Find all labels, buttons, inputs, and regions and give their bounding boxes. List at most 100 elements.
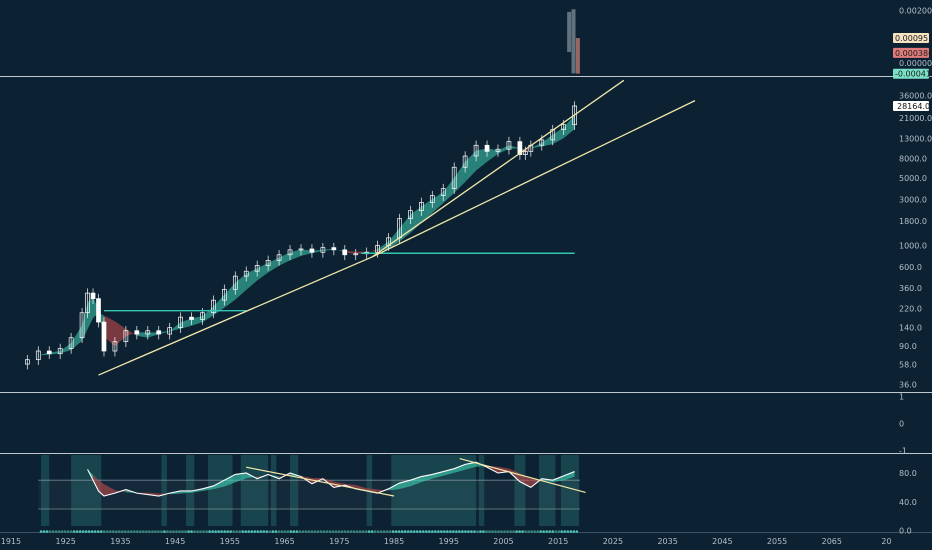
price-candle-body bbox=[440, 188, 446, 196]
signal-dot bbox=[181, 530, 184, 533]
signal-dot bbox=[283, 530, 287, 533]
price-band-segment bbox=[49, 351, 61, 355]
price-tick-label: 58.0 bbox=[899, 360, 917, 369]
price-band-segment bbox=[279, 252, 291, 266]
price-band-segment bbox=[191, 316, 203, 326]
price-trend-line[interactable] bbox=[371, 79, 625, 258]
price-band-segment bbox=[114, 321, 126, 347]
price-candle-body bbox=[123, 330, 129, 343]
x-axis-tick-label: 1945 bbox=[165, 537, 185, 546]
signal-dot bbox=[178, 530, 181, 533]
rsi-fill-segment bbox=[180, 490, 192, 494]
rsi-level-band bbox=[38, 480, 581, 509]
signal-dot bbox=[494, 530, 497, 533]
signal-dot bbox=[313, 530, 317, 533]
price-candle-body bbox=[287, 249, 293, 256]
signal-dot bbox=[196, 530, 199, 533]
signal-dot bbox=[337, 530, 341, 533]
price-trend-line[interactable] bbox=[98, 256, 373, 376]
price-candle-body bbox=[309, 248, 315, 253]
signal-dot bbox=[307, 530, 311, 533]
x-axis-tick-label: 1985 bbox=[384, 537, 404, 546]
signal-dot bbox=[506, 530, 509, 533]
signal-dot bbox=[223, 530, 226, 533]
price-tick-label: 90.0 bbox=[899, 342, 917, 351]
price-band-segment bbox=[497, 145, 509, 154]
price-band-segment bbox=[432, 192, 444, 214]
price-candle-body bbox=[506, 141, 512, 150]
rsi-fill-segment bbox=[257, 474, 269, 479]
rsi-fill-segment bbox=[410, 476, 422, 487]
signal-dot bbox=[503, 530, 506, 533]
signal-dot bbox=[154, 530, 157, 533]
rsi-highlight-zone bbox=[240, 455, 269, 526]
price-band-segment bbox=[454, 161, 466, 193]
price-band-segment bbox=[82, 302, 88, 341]
signal-dot bbox=[48, 530, 52, 533]
signal-dot bbox=[172, 530, 175, 533]
price-candle-body bbox=[178, 316, 183, 328]
signal-dot bbox=[45, 530, 49, 533]
price-tick-label: 3000.0 bbox=[899, 196, 927, 205]
price-candle-body bbox=[473, 144, 479, 157]
oscillator-bar bbox=[575, 38, 580, 74]
top-pane-value-badge-label: 0.000386 bbox=[895, 49, 932, 58]
rsi-fill-segment bbox=[432, 471, 444, 479]
price-band-segment bbox=[525, 148, 531, 153]
rsi-highlight-zone bbox=[207, 455, 233, 526]
signal-dot bbox=[292, 530, 296, 533]
signal-dot bbox=[575, 530, 579, 533]
signal-dot bbox=[418, 530, 422, 533]
signal-dot bbox=[139, 530, 142, 533]
x-axis-tick-label: 2005 bbox=[493, 537, 513, 546]
rsi-line bbox=[87, 461, 575, 497]
rsi-fill-segment bbox=[114, 489, 126, 494]
x-axis-tick-label: 2015 bbox=[548, 537, 568, 546]
price-band-segment bbox=[257, 262, 269, 281]
price-candle-body bbox=[232, 275, 238, 290]
price-candle-body bbox=[320, 247, 326, 253]
price-candle-body bbox=[298, 248, 304, 251]
signal-dot bbox=[247, 530, 251, 533]
rsi-highlight-zone bbox=[539, 455, 556, 526]
signal-dot bbox=[93, 530, 97, 533]
x-axis-tick-label: 1915 bbox=[1, 537, 21, 546]
signal-dot bbox=[431, 530, 434, 533]
price-candle-body bbox=[79, 312, 85, 339]
signal-dot bbox=[566, 530, 570, 533]
price-candle-body bbox=[331, 247, 337, 251]
price-band-segment bbox=[563, 115, 575, 139]
price-trend-line[interactable] bbox=[371, 100, 696, 258]
rsi-highlight-zone bbox=[161, 455, 167, 526]
signal-dot bbox=[440, 530, 443, 533]
signal-dot bbox=[364, 530, 368, 533]
rsi-trend-line[interactable] bbox=[246, 466, 395, 497]
signal-dot bbox=[66, 530, 70, 533]
price-candle-body bbox=[222, 288, 227, 301]
price-candle-body bbox=[522, 151, 528, 155]
rsi-trend-line[interactable] bbox=[459, 458, 586, 494]
rsi-fill-segment bbox=[246, 472, 258, 479]
signal-dot bbox=[289, 530, 293, 533]
signal-dot bbox=[385, 530, 389, 533]
price-tick-label: 360.0 bbox=[899, 284, 922, 293]
price-band-segment bbox=[465, 150, 477, 182]
signal-dot bbox=[265, 530, 269, 533]
price-candle-body bbox=[46, 350, 52, 355]
signal-dot bbox=[521, 530, 524, 533]
signal-dot bbox=[250, 530, 254, 533]
middle-pane-tick-label: -1 bbox=[899, 446, 907, 455]
signal-dot bbox=[304, 530, 308, 533]
signal-dot bbox=[84, 530, 88, 533]
price-candle-body bbox=[276, 254, 282, 261]
signal-dot bbox=[572, 530, 576, 533]
signal-dot bbox=[69, 530, 73, 533]
signal-dot bbox=[42, 530, 46, 533]
x-axis-tick-label: 2055 bbox=[767, 537, 787, 546]
rsi-fill-segment bbox=[355, 485, 367, 491]
x-axis-tick-label: 2045 bbox=[712, 537, 732, 546]
